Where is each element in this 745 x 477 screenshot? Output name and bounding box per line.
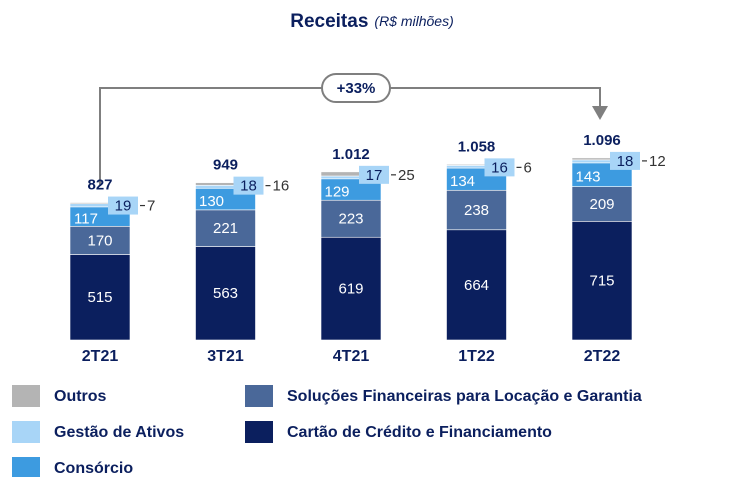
segment-label: 238 [464, 202, 489, 219]
segment-label: 25 [398, 167, 415, 184]
segment-label: 209 [589, 196, 614, 213]
segment-label: 17 [366, 167, 383, 184]
total-label: 1.012 [332, 146, 370, 163]
callout-box [484, 158, 515, 177]
bar-segment [320, 236, 382, 341]
segment-label: 117 [74, 211, 98, 228]
x-tick-label: 4T21 [333, 348, 370, 365]
callout-box [108, 196, 138, 215]
total-label: 1.096 [583, 132, 621, 149]
bar-segment [571, 221, 633, 341]
bar-segment [195, 246, 256, 341]
x-tick-label: 1T22 [458, 348, 495, 365]
x-tick-label: 3T21 [207, 348, 244, 365]
segment-label: 221 [213, 220, 238, 237]
segment-label: 619 [338, 281, 363, 298]
legend-label: Cartão de Crédito e Financiamento [287, 424, 552, 441]
legend-label: Gestão de Ativos [54, 424, 184, 441]
legend-swatch [245, 385, 273, 407]
segment-label: 715 [589, 273, 614, 290]
segment-label: 16 [273, 178, 290, 195]
segment-label: 515 [87, 289, 112, 306]
callout-box [610, 151, 640, 170]
chart-title-group: Receitas (R$ milhões) [290, 11, 454, 32]
segment-label: 664 [464, 277, 489, 294]
bar-segment [446, 189, 507, 231]
segment-label: 129 [324, 183, 349, 200]
segment-label: 563 [213, 285, 238, 302]
x-tick-label: 2T21 [82, 348, 119, 365]
callout-box [233, 176, 264, 195]
segment-label: 143 [575, 169, 600, 186]
segment-label: 19 [115, 198, 132, 215]
arrow-head [592, 106, 608, 120]
segment-label: 18 [617, 153, 634, 170]
total-label: 949 [213, 157, 238, 174]
legend-label: Outros [54, 388, 107, 405]
segment-label: 16 [491, 159, 508, 176]
segment-label: 12 [649, 153, 666, 170]
bar-segment [446, 229, 507, 341]
legend-swatch [12, 385, 40, 407]
x-tick-label: 2T22 [584, 348, 621, 365]
total-label: 1.058 [458, 138, 496, 155]
legend-swatch [245, 421, 273, 443]
total-label: 827 [87, 177, 112, 194]
annotation-box [321, 73, 391, 103]
bar-segment [571, 186, 633, 222]
legend-swatch [12, 421, 40, 443]
legend-label: Consórcio [54, 460, 133, 477]
segment-label: 223 [338, 211, 363, 228]
legend-label: Soluções Financeiras para Locação e Gara… [287, 388, 642, 405]
segment-label: 170 [87, 232, 112, 249]
segment-label: 134 [450, 173, 475, 190]
legend-swatch [12, 457, 40, 477]
bar-segment [195, 209, 256, 247]
bar-segment [69, 254, 131, 341]
segment-label: 7 [147, 198, 155, 215]
segment-label: 6 [524, 159, 532, 176]
chart-title: Receitas [290, 11, 368, 32]
bar-segment [320, 199, 382, 238]
segment-label: 130 [199, 193, 224, 210]
segment-label: 18 [240, 178, 257, 195]
bar-segment [69, 225, 131, 255]
callout-box [359, 165, 389, 184]
annotation: +33% [337, 80, 376, 97]
chart-subtitle: (R$ milhões) [374, 13, 453, 29]
